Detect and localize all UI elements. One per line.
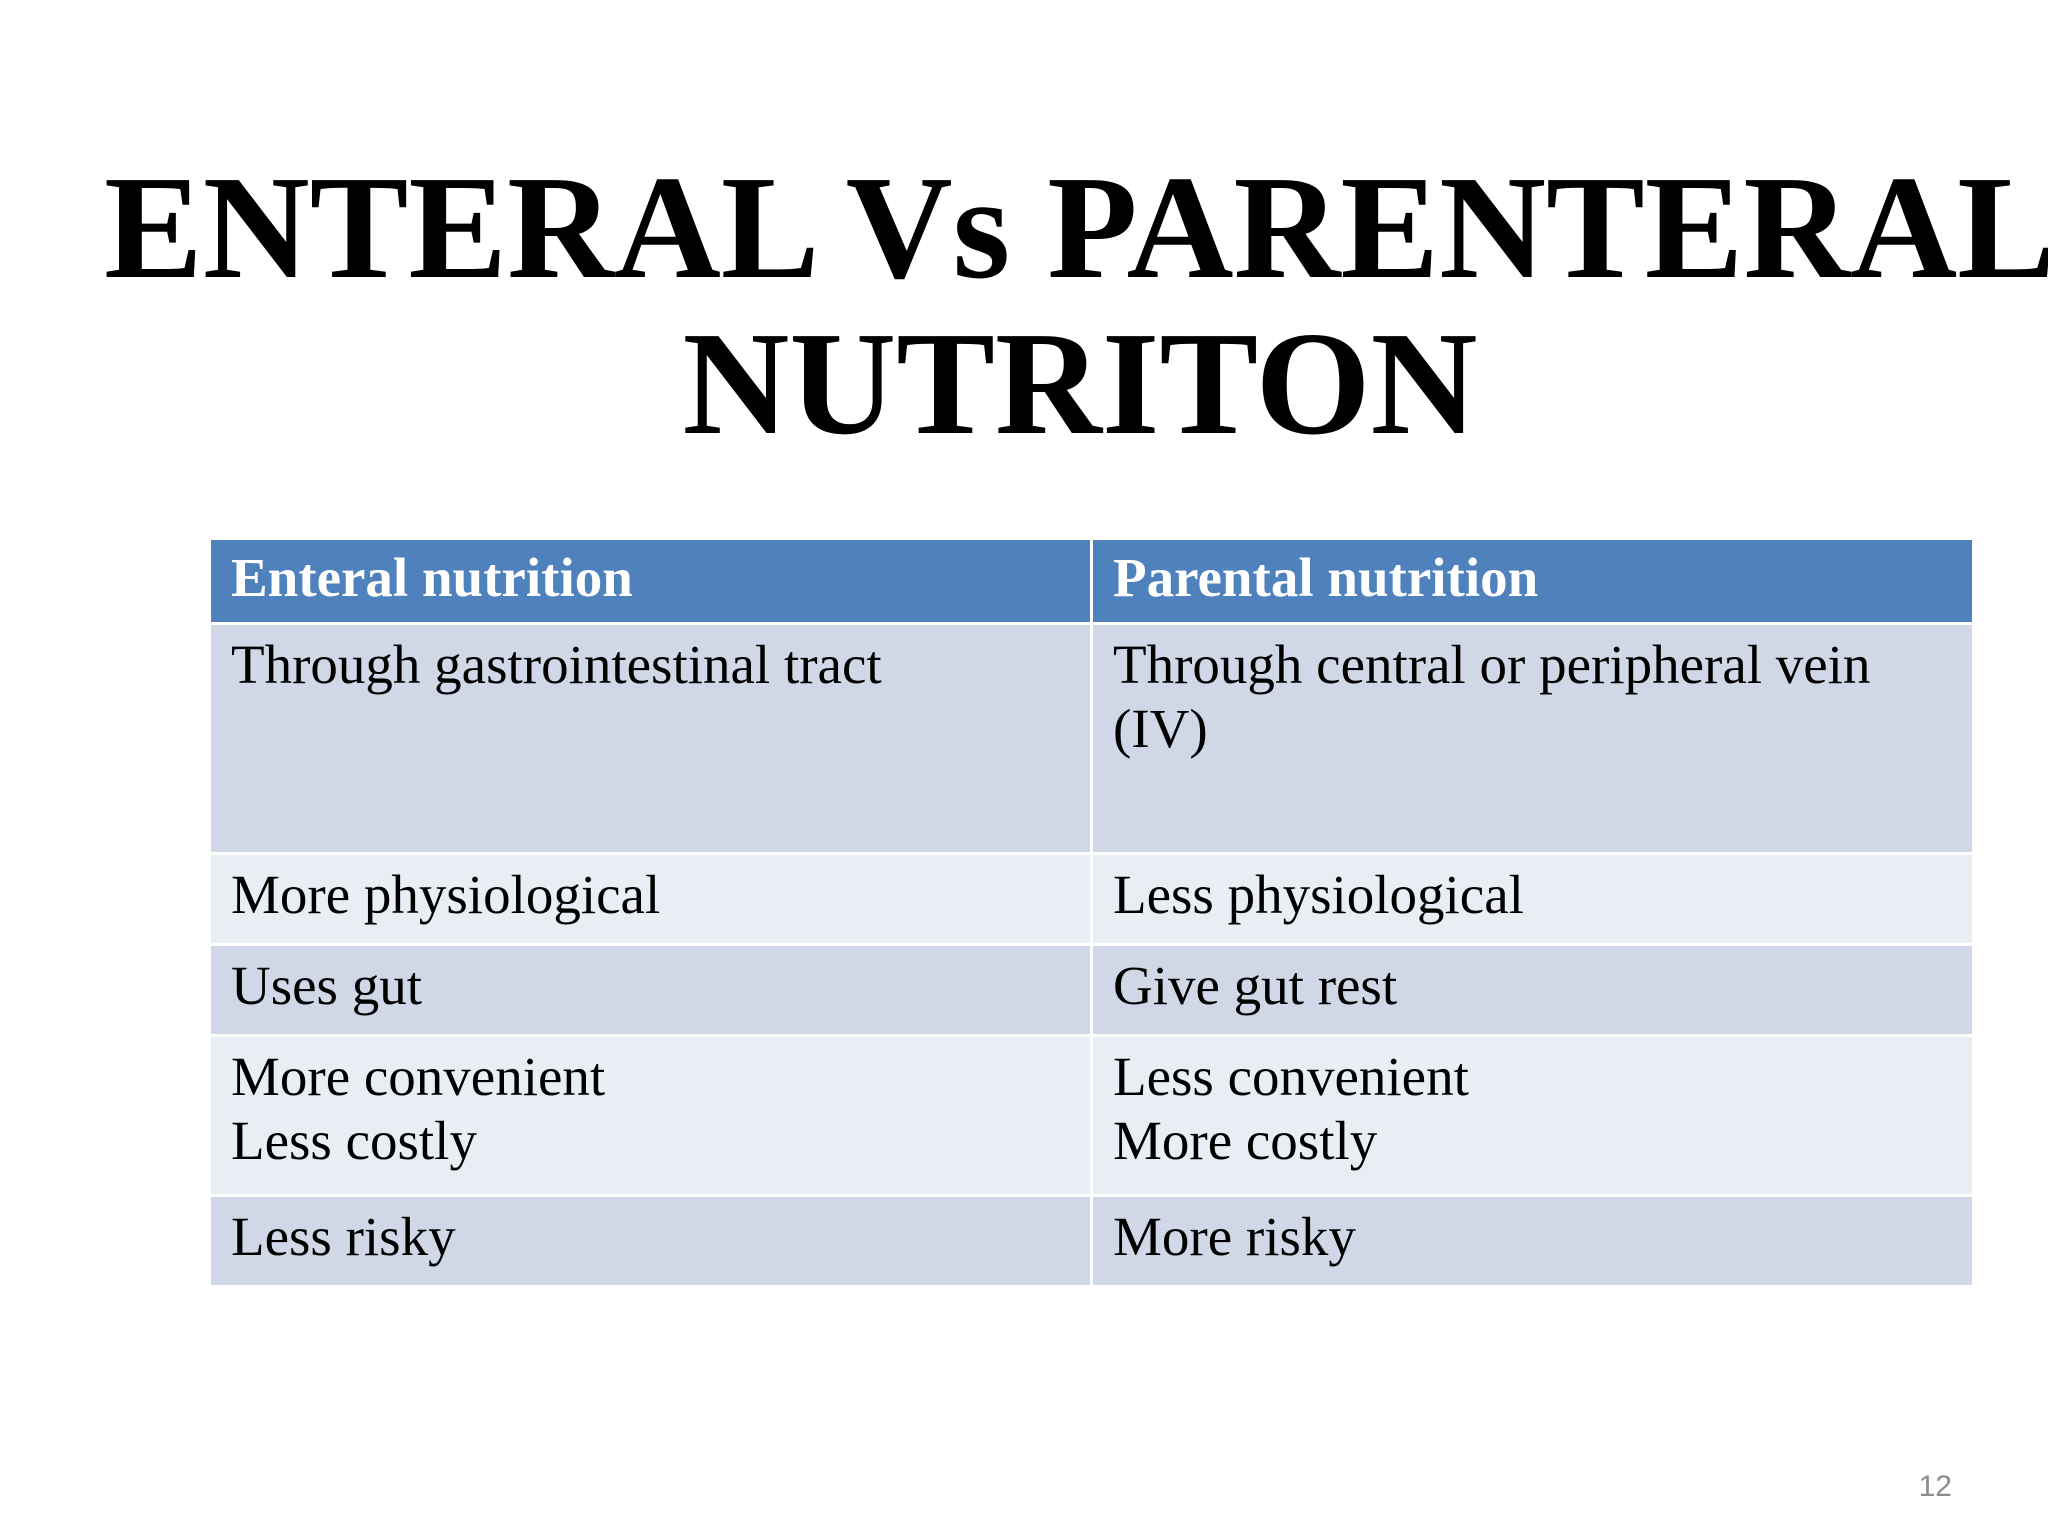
cell-text: Through gastrointestinal tract (231, 634, 882, 695)
table-cell-enteral: Through gastrointestinal tract (208, 622, 1093, 855)
cell-text: Give gut rest (1113, 955, 1398, 1016)
header-enteral: Enteral nutrition (208, 537, 1093, 625)
slide-title-line-1: ENTERAL Vs PARENTERAL (104, 146, 2048, 310)
cell-text: Less risky (231, 1206, 456, 1267)
table-row: More convenient Less costly Less conveni… (208, 1034, 1975, 1197)
cell-text: Less costly (231, 1110, 477, 1171)
comparison-table: Enteral nutrition Parental nutrition Thr… (208, 537, 1975, 1288)
slide-title-line-2: NUTRITON (682, 302, 1478, 466)
table-cell-parental: Give gut rest (1090, 943, 1975, 1037)
cell-text: Uses gut (231, 955, 422, 1016)
cell-text: More convenient (231, 1046, 606, 1107)
table-cell-enteral: Uses gut (208, 943, 1093, 1037)
table-cell-parental: Less physiological (1090, 852, 1975, 946)
table-cell-parental: Through central or peripheral vein (IV) (1090, 622, 1975, 855)
table-header-row: Enteral nutrition Parental nutrition (208, 537, 1975, 625)
table-row: More physiological Less physiological (208, 852, 1975, 946)
cell-text: Through central or peripheral vein (1113, 634, 1871, 695)
cell-text: More risky (1113, 1206, 1356, 1267)
table-cell-enteral: More convenient Less costly (208, 1034, 1093, 1197)
table-cell-enteral: More physiological (208, 852, 1093, 946)
cell-text: Less physiological (1113, 864, 1524, 925)
cell-text: Less convenient (1113, 1046, 1469, 1107)
slide-title: ENTERAL Vs PARENTERAL NUTRITON (0, 150, 2048, 462)
table-row: Through gastrointestinal tract Through c… (208, 622, 1975, 855)
table-row: Uses gut Give gut rest (208, 943, 1975, 1037)
cell-text: (IV) (1113, 698, 1208, 759)
header-parental: Parental nutrition (1090, 537, 1975, 625)
table-row: Less risky More risky (208, 1194, 1975, 1288)
page-number: 12 (1918, 1470, 1952, 1503)
table-cell-parental: Less convenient More costly (1090, 1034, 1975, 1197)
table-cell-parental: More risky (1090, 1194, 1975, 1288)
cell-text: More costly (1113, 1110, 1378, 1171)
table-cell-enteral: Less risky (208, 1194, 1093, 1288)
cell-text: More physiological (231, 864, 661, 925)
